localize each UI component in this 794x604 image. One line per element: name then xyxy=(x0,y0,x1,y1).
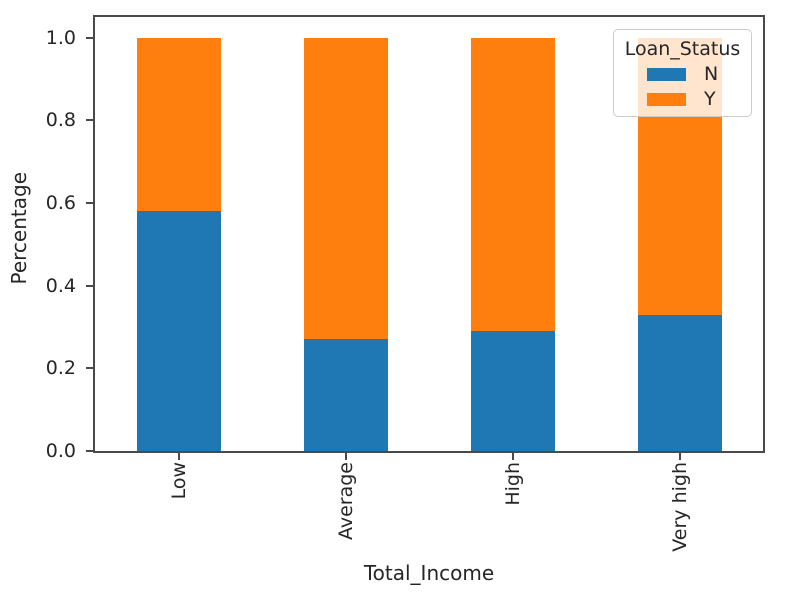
y-tick xyxy=(86,202,93,204)
legend-label-y: Y xyxy=(704,88,716,110)
x-tick xyxy=(678,453,681,460)
bar-segment-n xyxy=(136,211,221,451)
y-tick xyxy=(86,367,93,370)
legend: Loan_Status N Y xyxy=(613,29,752,117)
y-tick xyxy=(86,284,93,287)
y-axis-label: Percentage xyxy=(7,172,31,285)
x-tick-label: Average xyxy=(334,462,357,541)
legend-label-n: N xyxy=(704,63,719,85)
x-tick-label: High xyxy=(501,462,524,506)
bar-high xyxy=(470,17,555,451)
bar-segment-n xyxy=(303,339,388,451)
legend-entry-n: N xyxy=(647,62,751,87)
x-tick-label: Very high xyxy=(668,462,691,552)
y-tick xyxy=(86,36,93,39)
y-tick-label: 0.4 xyxy=(45,274,76,297)
legend-swatch-y-icon xyxy=(647,93,686,106)
x-axis-label: Total_Income xyxy=(363,561,495,585)
bar-segment-y xyxy=(136,37,221,212)
y-tick-label: 0.0 xyxy=(45,440,76,462)
bar-low xyxy=(136,17,221,451)
x-tick xyxy=(344,453,347,460)
legend-entry-y: Y xyxy=(647,87,751,112)
x-tick-label: Low xyxy=(167,462,190,500)
y-tick-label: 0.2 xyxy=(45,357,76,380)
y-tick xyxy=(86,450,93,452)
bar-segment-n xyxy=(637,314,722,451)
x-tick xyxy=(177,453,180,460)
bar-average xyxy=(303,17,388,451)
y-tick-label: 0.6 xyxy=(45,192,76,214)
y-tick xyxy=(86,119,93,122)
x-tick xyxy=(511,453,514,460)
y-tick-label: 1.0 xyxy=(45,26,76,49)
bar-segment-y xyxy=(303,37,388,340)
bar-segment-y xyxy=(470,37,555,332)
legend-swatch-n-icon xyxy=(647,68,686,81)
y-tick-label: 0.8 xyxy=(45,109,76,132)
bar-segment-n xyxy=(470,331,555,451)
legend-title: Loan_Status xyxy=(624,38,741,60)
